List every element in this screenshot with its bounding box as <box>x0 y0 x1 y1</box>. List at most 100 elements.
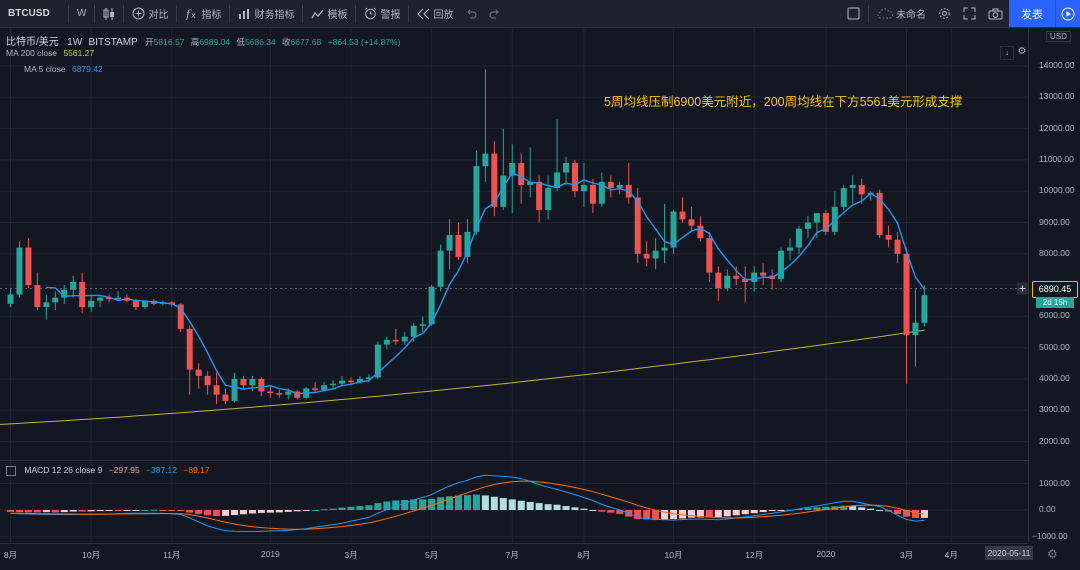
candle-body <box>330 383 337 386</box>
candle-body <box>410 325 417 337</box>
candle-body <box>885 235 892 240</box>
candle-body <box>661 247 668 251</box>
alert-label: 警报 <box>380 10 401 21</box>
snapshot-button[interactable] <box>982 0 1009 27</box>
candle-body <box>607 181 614 189</box>
time-axis-settings-icon[interactable]: ⚙ <box>1047 547 1058 561</box>
candle-body <box>365 377 372 379</box>
crosshair-plus-icon[interactable] <box>1017 282 1028 295</box>
countdown-label: 2d 15h <box>1036 296 1074 308</box>
candle-body <box>679 211 686 220</box>
macd-histogram-bar <box>329 508 337 510</box>
macd-histogram-bar <box>168 510 176 511</box>
interval-selector[interactable]: W <box>71 0 92 27</box>
play-button[interactable] <box>1055 0 1080 27</box>
price-tick-label: 2000.00 <box>1039 435 1070 446</box>
redo-button[interactable] <box>483 0 507 27</box>
ma5-line <box>46 172 925 395</box>
candle-body <box>473 166 480 232</box>
ohlc-h-value: 6989.04 <box>199 37 231 47</box>
time-axis[interactable]: 8月 10月 11月 2019 3月 5月 7月 8月 10月 12月 2020 3月 4月 2020-… <box>0 543 1033 570</box>
macd-histogram-bar <box>598 510 606 512</box>
candle-body <box>258 379 265 392</box>
alarm-clock-icon <box>365 7 377 20</box>
alert-button[interactable]: 警报 <box>358 0 406 27</box>
ma5-value: 6879.42 <box>71 64 103 74</box>
svg-text:f: f <box>185 8 192 20</box>
templates-button[interactable]: 模板 <box>305 0 353 27</box>
candle-body <box>795 228 802 248</box>
chart-type-button[interactable] <box>97 0 121 27</box>
macd-histogram-bar <box>383 501 391 510</box>
camera-icon <box>988 8 1003 19</box>
macd-histogram-bar <box>69 510 77 512</box>
macd-histogram-bar <box>410 499 418 510</box>
candle-body <box>688 219 695 226</box>
macd-histogram-bar <box>840 505 848 510</box>
macd-histogram-bar <box>481 495 489 510</box>
ma200-legend[interactable]: MA 200 close 5561.27 <box>6 48 94 58</box>
macd-histogram-bar <box>804 507 812 510</box>
price-chart[interactable] <box>0 28 1028 543</box>
macd-histogram-bar <box>768 510 776 512</box>
symbol-name: 比特币/美元 <box>6 37 59 48</box>
candle-body <box>347 380 354 383</box>
macd-histogram-bar <box>428 498 436 510</box>
candle-body <box>446 235 453 251</box>
publish-button[interactable]: 发表 <box>1009 0 1055 27</box>
macd-histogram-bar <box>616 510 624 514</box>
compare-label: 对比 <box>148 10 169 21</box>
bar-chart-icon <box>239 8 250 19</box>
undo-button[interactable] <box>459 0 483 27</box>
macd-histogram-bar <box>159 510 167 511</box>
macd-legend[interactable]: MACD 12 26 close 9 −297.95 −387.12 −89.1… <box>6 465 210 476</box>
financials-button[interactable]: 财务指标 <box>232 0 300 27</box>
macd-collapse-icon[interactable] <box>6 465 16 476</box>
axis-menu-icon[interactable]: ↓ <box>1000 46 1014 60</box>
candle-body <box>204 375 211 386</box>
macd-histogram-bar <box>248 510 256 514</box>
ohlc-c-value: 6677.68 <box>290 37 322 47</box>
macd-histogram-bar <box>535 503 543 510</box>
settings-button[interactable] <box>932 0 957 27</box>
macd-histogram-bar <box>490 496 498 510</box>
fullscreen-layout-button[interactable] <box>841 0 866 27</box>
candle-body <box>437 250 444 287</box>
candle-body <box>643 253 650 259</box>
macd-histogram-bar <box>849 506 857 510</box>
symbol-search[interactable]: BTCUSD <box>8 8 50 19</box>
candle-body <box>88 300 95 308</box>
candle-body <box>733 275 740 279</box>
time-tick-label: 12月 <box>745 550 764 560</box>
time-tick-label: 8月 <box>3 550 18 560</box>
pane-separator[interactable] <box>0 460 1080 461</box>
cloud-icon <box>877 8 893 19</box>
compare-button[interactable]: 对比 <box>126 0 174 27</box>
macd-histogram-bar <box>437 497 445 510</box>
replay-button[interactable]: 回放 <box>411 0 459 27</box>
macd-histogram-bar <box>60 510 68 513</box>
toolbar-divider <box>229 4 231 23</box>
layout-name-label: 未命名 <box>896 10 926 21</box>
chart-annotation[interactable]: 5周均线压制6900美元附近，200周均线在下方5561美元形成支撑 <box>604 95 963 109</box>
publish-label: 发表 <box>1021 8 1043 21</box>
candle-body <box>554 172 561 189</box>
time-tick-label: 10月 <box>82 550 101 560</box>
price-tick-label: 10000.00 <box>1039 185 1075 196</box>
price-axis[interactable]: USD 14000.00 13000.00 12000.00 11000.00 1000… <box>1028 28 1080 542</box>
ma5-legend[interactable]: MA 5 close 6879.42 <box>6 64 103 74</box>
undo-icon <box>467 9 477 19</box>
expand-button[interactable] <box>957 0 982 27</box>
layout-name-button[interactable]: 未命名 <box>871 0 932 27</box>
ohlc-h-label: 高 <box>190 37 200 47</box>
macd-histogram-bar <box>239 510 247 515</box>
macd-histogram-bar <box>195 510 203 514</box>
macd-histogram-bar <box>777 510 785 511</box>
price-tick-label: 13000.00 <box>1039 91 1075 102</box>
macd-histogram-bar <box>257 510 265 513</box>
settings-small-icon[interactable]: ⚙ <box>1017 46 1027 57</box>
time-tick-label: 2020 <box>816 549 836 559</box>
macd-histogram-bar <box>607 510 615 513</box>
